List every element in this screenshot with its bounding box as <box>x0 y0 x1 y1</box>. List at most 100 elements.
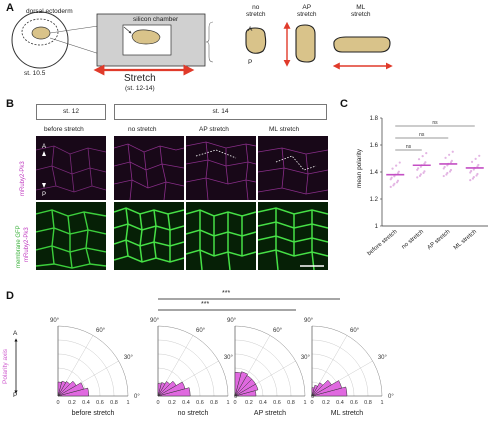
panel-d-label: D <box>6 290 14 302</box>
c-point <box>442 167 445 170</box>
image-before-mruby: A P <box>36 136 106 200</box>
polar-radial-label: 0.6 <box>96 400 104 406</box>
panel-a-schematic <box>11 11 393 76</box>
polar-plot-title: ML stretch <box>331 410 364 417</box>
polar-radial-label: 0.4 <box>259 400 267 406</box>
c-point <box>398 161 401 164</box>
image-no-stretch-gfp <box>114 202 184 270</box>
polar-angle-label: 30° <box>124 355 134 361</box>
col-ml-stretch: ML stretch <box>269 126 300 133</box>
c-point <box>389 178 392 181</box>
c-point <box>419 165 422 168</box>
c-point <box>422 171 425 174</box>
c-point <box>389 185 392 188</box>
image-no-stretch-mruby <box>114 136 184 200</box>
c-point <box>423 162 426 165</box>
polar-radial-label: 0.4 <box>82 400 90 406</box>
no-stretch-label: no stretch <box>246 4 266 18</box>
polar-radial-label: 0 <box>56 400 59 406</box>
c-point <box>418 174 422 177</box>
polar-grid-arc <box>57 325 129 397</box>
polar-wedge <box>157 381 171 397</box>
polar-grid-arc <box>157 339 215 397</box>
polar-radial-label: 0.8 <box>110 400 118 406</box>
c-point <box>395 164 398 167</box>
polar-wedge <box>157 381 186 397</box>
chamber-label: silicon chamber <box>133 16 179 23</box>
c-point <box>472 168 475 171</box>
polar-radial-label: 0 <box>233 400 236 406</box>
header-st12: st. 12 <box>36 104 106 120</box>
header-st14: st. 14 <box>114 104 327 120</box>
polar-radial-label: 0.8 <box>364 400 372 406</box>
stretch-stage-label: (st. 12-14) <box>125 85 155 92</box>
polar-wedge <box>311 384 318 397</box>
polar-grid-arc <box>234 339 292 397</box>
polar-radial-label: 0.2 <box>68 400 76 406</box>
axis-a-label: A <box>248 26 253 33</box>
polar-radial-label: 0.4 <box>182 400 190 406</box>
col-before-stretch: before stretch <box>44 126 84 133</box>
c-point <box>471 177 475 180</box>
c-ytick-label: 1.2 <box>370 197 379 203</box>
stretch-label: Stretch <box>124 73 156 84</box>
polar-angle-label: 60° <box>196 328 206 334</box>
c-point <box>396 172 400 175</box>
polar-radial-label: 0 <box>310 400 313 406</box>
polar-wedge <box>157 382 166 397</box>
polar-angle-label: 30° <box>224 355 234 361</box>
image-ap-stretch-mruby <box>186 136 256 200</box>
significance-label: *** <box>222 290 231 297</box>
c-point <box>421 155 424 158</box>
polar-grid-arc <box>57 353 101 397</box>
polar-radial-label: 0.2 <box>322 400 330 406</box>
polar-wedge <box>311 387 315 397</box>
c-point <box>475 174 478 177</box>
polar-wedge <box>311 380 343 397</box>
c-point <box>444 156 447 159</box>
c-point <box>469 179 472 182</box>
c-point <box>449 161 453 164</box>
polar-angle-label: 90° <box>150 318 160 324</box>
c-point <box>446 164 449 167</box>
polar-plot: 90°60°30°0°0 0.2 0.4 0.6 0.8 1no stretch <box>150 318 240 417</box>
polar-angle-label: 0° <box>234 394 240 400</box>
polar-plot-title: before stretch <box>72 410 115 417</box>
marker-a: A <box>42 144 46 150</box>
panel-a-label: A <box>6 2 14 14</box>
c-point <box>451 150 454 153</box>
c-point <box>425 152 428 155</box>
c-sig-label: ns <box>406 144 412 150</box>
dorsal-ectoderm-label: dorsal ectoderm <box>26 8 73 15</box>
c-point <box>417 158 421 161</box>
polar-angle-label: 0° <box>388 394 394 400</box>
panel-b-label: B <box>6 98 14 110</box>
polar-radial-label: 0 <box>156 400 159 406</box>
c-point <box>393 175 396 178</box>
cell-pattern: A P <box>36 144 106 198</box>
polar-radial-label: 0.6 <box>350 400 358 406</box>
c-point <box>474 157 477 160</box>
polar-wedge <box>57 381 62 397</box>
polar-wedge <box>311 382 324 397</box>
polar-grid-arc <box>157 353 201 397</box>
polar-grid-arc <box>234 367 264 397</box>
polar-angle-label: 0° <box>311 394 317 400</box>
polar-plot: 90°60°30°0°0 0.2 0.4 0.6 0.8 1AP stretch <box>227 318 317 417</box>
c-point <box>391 167 394 170</box>
c-point <box>442 174 445 178</box>
c-point <box>448 170 452 173</box>
col-no-stretch: no stretch <box>128 126 157 133</box>
polar-plot: 90° 60° 30° 0° 0 0.2 0.4 0.6 0.8 1 before stretch <box>50 318 140 417</box>
c-point <box>416 168 419 171</box>
d-axis-p: P <box>13 392 18 399</box>
polar-grid-arc <box>311 339 369 397</box>
c-sig-label: ns <box>419 132 425 138</box>
panel-c-label: C <box>340 98 348 110</box>
polar-angle-label: 90° <box>304 318 314 324</box>
c-ytick-label: 1.6 <box>370 143 379 149</box>
polar-wedge <box>57 382 84 397</box>
polar-radial-label: 0.6 <box>273 400 281 406</box>
c-point <box>445 173 448 176</box>
